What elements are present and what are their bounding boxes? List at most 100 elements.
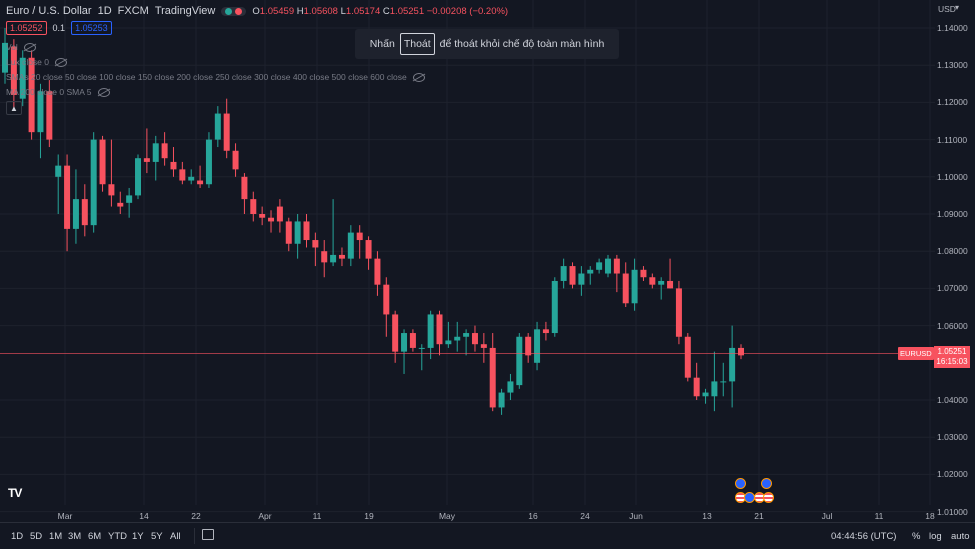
range-all[interactable]: All [170, 531, 181, 542]
candle[interactable] [268, 210, 275, 233]
candle[interactable] [259, 206, 266, 226]
eu-event-icon[interactable] [761, 478, 772, 489]
candle[interactable] [312, 232, 319, 267]
interval[interactable]: 1D [97, 5, 112, 17]
candle[interactable] [2, 28, 8, 84]
candle[interactable] [241, 173, 248, 214]
eye-off-icon[interactable] [97, 87, 110, 97]
candle[interactable] [471, 325, 478, 352]
currency-label[interactable]: USD [938, 4, 956, 14]
candle[interactable] [622, 262, 629, 307]
candle[interactable] [693, 362, 700, 400]
candle[interactable] [711, 351, 718, 412]
candle[interactable] [675, 280, 682, 345]
candle[interactable] [729, 325, 736, 408]
candle[interactable] [117, 191, 124, 214]
candle[interactable] [338, 247, 345, 267]
indicator-lux[interactable]: Lux close 0 [6, 57, 67, 67]
candle[interactable] [667, 258, 674, 289]
candle[interactable] [330, 199, 337, 267]
range-1m[interactable]: 1M [49, 531, 63, 542]
log-scale-toggle[interactable]: log [929, 531, 942, 542]
candle[interactable] [37, 83, 44, 159]
candle[interactable] [374, 251, 381, 296]
candle[interactable] [250, 191, 257, 222]
candle[interactable] [392, 310, 399, 363]
candle[interactable] [135, 154, 142, 200]
tradingview-logo[interactable]: TV [8, 486, 22, 500]
candle[interactable] [197, 165, 204, 188]
eye-off-icon[interactable] [55, 57, 67, 67]
candle[interactable] [81, 184, 88, 237]
candle[interactable] [19, 50, 26, 107]
indicator-ma[interactable]: MA 200 close 0 SMA 5 [6, 87, 110, 97]
candle[interactable] [161, 132, 168, 166]
candle[interactable] [427, 310, 434, 360]
candle[interactable] [72, 169, 79, 244]
candle[interactable] [401, 329, 408, 374]
candle[interactable] [525, 333, 532, 363]
candle[interactable] [418, 344, 425, 371]
candle[interactable] [64, 154, 71, 252]
sell-button[interactable]: 1.05252 [6, 21, 47, 35]
range-1y[interactable]: 1Y [132, 531, 144, 542]
candle[interactable] [702, 388, 709, 404]
candle[interactable] [179, 161, 186, 185]
candle[interactable] [46, 80, 53, 148]
candle[interactable] [489, 333, 496, 412]
candle[interactable] [321, 240, 328, 278]
candle[interactable] [738, 344, 744, 360]
candle[interactable] [569, 262, 576, 289]
candle[interactable] [649, 273, 656, 289]
candle[interactable] [409, 329, 416, 352]
candle[interactable] [534, 321, 541, 371]
candle[interactable] [498, 388, 505, 415]
us-event-icon[interactable] [763, 492, 774, 503]
candle[interactable] [108, 139, 115, 207]
candle[interactable] [214, 106, 221, 148]
symbol-title[interactable]: Euro / U.S. Dollar [6, 5, 92, 17]
candle[interactable] [10, 39, 17, 110]
candle[interactable] [223, 98, 230, 159]
candle[interactable] [347, 225, 354, 267]
range-6m[interactable]: 6M [88, 531, 102, 542]
buy-button[interactable]: 1.05253 [71, 21, 112, 35]
range-3m[interactable]: 3M [68, 531, 82, 542]
candle[interactable] [55, 154, 62, 214]
candle[interactable] [188, 169, 195, 185]
candle[interactable] [99, 135, 106, 192]
auto-scale-toggle[interactable]: auto [951, 531, 970, 542]
indicator-vol[interactable]: Vol [6, 42, 36, 52]
candle[interactable] [28, 50, 35, 140]
candle[interactable] [285, 217, 292, 252]
percent-scale-toggle[interactable]: % [912, 531, 921, 542]
candle[interactable] [170, 147, 177, 177]
candle[interactable] [126, 187, 133, 218]
candle[interactable] [276, 199, 283, 233]
market-status[interactable] [221, 6, 247, 16]
range-ytd[interactable]: YTD [108, 531, 127, 542]
candle[interactable] [640, 266, 647, 281]
candle[interactable] [152, 135, 159, 181]
eye-off-icon[interactable] [412, 72, 425, 82]
utc-clock[interactable]: 04:44:56 (UTC) [831, 531, 897, 542]
candle[interactable] [463, 329, 470, 356]
chevron-down-icon[interactable]: ▾ [955, 3, 960, 12]
range-1d[interactable]: 1D [11, 531, 24, 542]
candle[interactable] [445, 321, 452, 348]
candle[interactable] [365, 236, 372, 270]
candle[interactable] [356, 225, 363, 259]
candle[interactable] [587, 266, 594, 285]
candle[interactable] [480, 333, 487, 363]
candle[interactable] [578, 266, 585, 296]
collapse-indicators-button[interactable]: ▲ [6, 101, 22, 115]
price-chart[interactable] [0, 0, 935, 520]
candle[interactable] [560, 258, 567, 289]
candle[interactable] [436, 310, 443, 356]
candle[interactable] [205, 132, 212, 188]
indicator-smas[interactable]: SMAs 20 close 50 close 100 close 150 clo… [6, 72, 425, 82]
candle[interactable] [232, 143, 239, 177]
range-5y[interactable]: 5Y [151, 531, 163, 542]
range-5d[interactable]: 5D [30, 531, 43, 542]
candle[interactable] [507, 373, 514, 400]
